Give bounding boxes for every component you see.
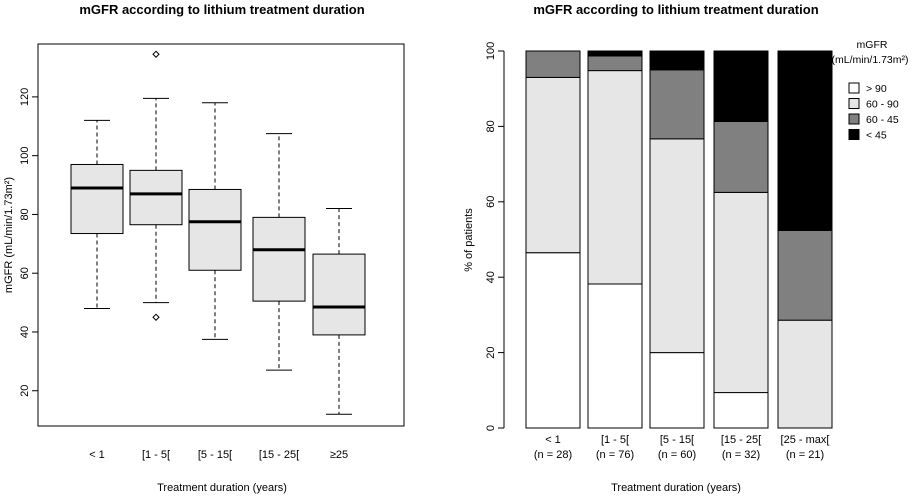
box-4 <box>252 133 306 371</box>
iqr-box <box>70 163 124 235</box>
stacked-bar-x-axis-label: Treatment duration (years) <box>611 482 741 494</box>
x-tick-label: < 1 <box>545 434 561 446</box>
y-tick-label: 60 <box>19 267 31 279</box>
x-tick-sublabel: (n = 28) <box>534 449 572 461</box>
x-tick-sublabel: (n = 76) <box>596 449 634 461</box>
bar-segment-2 <box>649 138 705 354</box>
stacked-bar-y-axis-label: % of patients <box>463 208 475 272</box>
x-tick-label: ≥25 <box>330 449 348 461</box>
y-tick-label: 80 <box>485 120 497 132</box>
bar-segment-2 <box>777 319 833 429</box>
legend-swatch <box>848 113 860 125</box>
boxplot-boxes <box>70 50 366 415</box>
x-tick-sublabel: (n = 21) <box>786 449 824 461</box>
boxplot-x-tick-labels: < 1 [1 - 5[ [5 - 15[ [15 - 25[ ≥25 <box>89 449 348 461</box>
bar-4 <box>713 50 769 429</box>
bar-segment-1 <box>713 392 769 429</box>
y-tick-label: 40 <box>19 326 31 338</box>
stacked-bar-y-axis: 0 20 40 60 80 100 <box>485 42 505 431</box>
boxplot-x-axis-label: Treatment duration (years) <box>157 482 287 494</box>
x-tick-sublabel: (n = 60) <box>658 449 696 461</box>
legend-title: mGFR <box>857 39 888 51</box>
stacked-bar-bars <box>525 50 833 429</box>
bar-segment-2 <box>525 76 581 254</box>
x-tick-label: [5 - 15[ <box>198 449 232 461</box>
y-tick-label: 100 <box>19 146 31 164</box>
legend-subtitle: (mL/min/1.73m²) <box>831 54 908 66</box>
x-tick-sublabel: (n = 32) <box>722 449 760 461</box>
legend-label: 60 - 45 <box>866 114 899 126</box>
bar-segment-1 <box>587 283 643 429</box>
bar-segment-4 <box>777 50 833 231</box>
box-5 <box>312 208 366 415</box>
x-tick-label: [1 - 5[ <box>142 449 170 461</box>
bar-3 <box>649 50 705 429</box>
boxplot-panel: mGFR according to lithium treatment dura… <box>3 2 405 494</box>
bar-segment-4 <box>713 50 769 122</box>
iqr-box <box>188 188 242 271</box>
x-tick-label: [15 - 25[ <box>721 434 761 446</box>
x-tick-label: [5 - 15[ <box>660 434 694 446</box>
x-tick-label: [1 - 5[ <box>601 434 629 446</box>
legend-swatch <box>848 98 860 109</box>
boxplot-title: mGFR according to lithium treatment dura… <box>79 2 364 17</box>
y-tick-label: 20 <box>485 346 497 358</box>
legend-label: < 45 <box>866 130 887 142</box>
box-2 <box>129 50 183 321</box>
bar-segment-4 <box>587 50 643 57</box>
bar-5 <box>777 50 833 429</box>
y-tick-label: 20 <box>19 385 31 397</box>
iqr-box <box>252 216 306 302</box>
legend-label: > 90 <box>866 83 887 95</box>
bar-segment-4 <box>649 50 705 71</box>
bar-segment-2 <box>587 70 643 285</box>
iqr-box <box>129 169 183 226</box>
stacked-bar-title: mGFR according to lithium treatment dura… <box>533 2 818 17</box>
stacked-bar-x-tick-labels: < 1 (n = 28) [1 - 5[ (n = 76) [5 - 15[ (n = 6… <box>534 434 830 461</box>
bar-segment-3 <box>525 50 581 78</box>
x-tick-label: [25 - max[ <box>781 434 830 446</box>
y-tick-label: 60 <box>485 196 497 208</box>
x-tick-label: < 1 <box>89 449 105 461</box>
y-tick-label: 100 <box>485 42 497 60</box>
boxplot-y-axis-label: mGFR (mL/min/1.73m²) <box>3 177 15 293</box>
stacked-bar-panel: mGFR according to lithium treatment dura… <box>463 2 909 494</box>
boxplot-frame <box>37 43 405 427</box>
bar-segment-3 <box>713 120 769 193</box>
y-tick-label: 0 <box>485 425 497 431</box>
bar-2 <box>587 50 643 429</box>
legend-swatch <box>848 129 860 140</box>
bar-1 <box>525 50 581 429</box>
x-tick-label: [15 - 25[ <box>259 449 299 461</box>
stacked-bar-legend: mGFR (mL/min/1.73m²) > 90 60 - 90 60 - 45 <… <box>831 39 908 142</box>
box-1 <box>70 119 124 309</box>
bar-segment-2 <box>713 191 769 394</box>
y-tick-label: 40 <box>485 271 497 283</box>
bar-segment-3 <box>587 55 643 72</box>
box-3 <box>188 102 242 340</box>
bar-segment-1 <box>649 352 705 429</box>
legend-label: 60 - 90 <box>866 99 899 111</box>
y-tick-label: 120 <box>19 88 31 106</box>
bar-segment-3 <box>777 229 833 321</box>
y-tick-label: 80 <box>19 208 31 220</box>
outlier-point <box>152 313 160 321</box>
outlier-point <box>152 50 160 58</box>
bar-segment-3 <box>649 69 705 140</box>
boxplot-y-axis: 20 40 60 80 100 120 <box>19 88 38 397</box>
legend-swatch <box>848 82 860 94</box>
iqr-box <box>312 253 366 336</box>
bar-segment-1 <box>525 252 581 429</box>
